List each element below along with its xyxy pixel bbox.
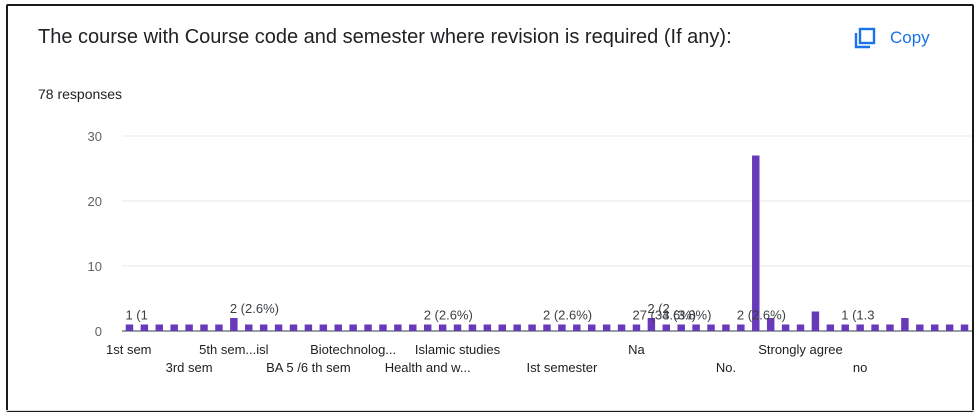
category-label: BA 5 /6 th sem [266, 360, 351, 375]
bar [781, 324, 790, 331]
category-label: Ist semester [527, 360, 598, 375]
data-label: 2 (2.6%) [737, 308, 786, 323]
y-tick-label: 30 [88, 129, 102, 144]
bar [364, 324, 372, 331]
bar [588, 324, 596, 331]
bar [245, 324, 253, 331]
bar [453, 324, 462, 331]
bar [543, 324, 551, 331]
category-label: no [853, 360, 867, 375]
bar [230, 318, 238, 331]
data-label: 1 (1.3 [841, 308, 874, 323]
category-label: Health and w... [385, 360, 471, 375]
bar [528, 324, 536, 331]
bar [483, 324, 492, 331]
divider [6, 410, 974, 411]
bar [349, 324, 357, 331]
category-label: 3rd sem [166, 360, 213, 375]
bar [752, 155, 760, 331]
bar [513, 324, 521, 331]
bar [707, 324, 715, 331]
bar [259, 324, 268, 331]
bar [617, 324, 626, 331]
bar [140, 324, 149, 331]
bar [319, 324, 328, 331]
category-label: Strongly agree [758, 342, 843, 357]
bar [334, 324, 342, 331]
bar [409, 324, 417, 331]
data-label: 27 (34.6%) [632, 308, 696, 323]
data-label: 3 (3.8%) [662, 308, 711, 323]
bar [394, 324, 402, 331]
bar [901, 318, 909, 331]
question-card: The course with Course code and semester… [6, 4, 974, 412]
data-label: 2 (2 [647, 301, 669, 316]
category-label: Na [628, 342, 645, 357]
bar [155, 324, 164, 331]
bar [826, 324, 835, 331]
bar [423, 324, 432, 331]
bar [737, 324, 745, 331]
bar [766, 318, 775, 331]
bar [215, 324, 223, 331]
bar [468, 324, 477, 331]
bar [856, 324, 864, 331]
bar [796, 324, 805, 331]
y-tick-label: 0 [95, 324, 102, 339]
data-label: 2 (2.6%) [230, 301, 279, 316]
bar [438, 324, 447, 331]
bar [886, 324, 894, 331]
bar [916, 324, 924, 331]
bar [200, 324, 208, 331]
bar [811, 311, 820, 331]
bar [677, 324, 685, 331]
y-tick-label: 20 [88, 194, 102, 209]
bar-chart: 0 10 20 30 1 (1 2 (2.6%) 2 (2.6%) 2 (2.6%) 27 (3… [88, 129, 972, 375]
bar [692, 324, 700, 331]
category-label: Islamic studies [415, 342, 501, 357]
bar [960, 324, 969, 331]
copy-button[interactable]: Copy [854, 24, 930, 52]
bar [289, 324, 298, 331]
bar [498, 324, 506, 331]
y-tick-label: 10 [88, 259, 102, 274]
data-label: 2 (2.6%) [543, 308, 592, 323]
category-label: No. [716, 360, 736, 375]
bar [930, 324, 939, 331]
bar [170, 324, 178, 331]
bar [558, 324, 566, 331]
bar [573, 324, 581, 331]
category-label: Biotechnolog... [310, 342, 396, 357]
bar [304, 324, 313, 331]
response-count: 78 responses [38, 86, 123, 102]
data-label: 1 (1 [125, 308, 147, 323]
category-label: 5th sem...isl [199, 342, 268, 357]
data-label: 2 (2.6%) [424, 308, 473, 323]
bar [379, 324, 387, 331]
category-label: 1st sem [106, 342, 152, 357]
bar [722, 324, 730, 331]
bar [185, 324, 193, 331]
bar [125, 324, 134, 331]
bar [945, 324, 954, 331]
bar [841, 324, 849, 331]
bar [871, 324, 879, 331]
copy-label: Copy [890, 28, 930, 47]
bar [647, 318, 656, 331]
bar [632, 324, 641, 331]
question-title: The course with Course code and semester… [38, 26, 732, 48]
bar [274, 324, 283, 331]
bar [662, 324, 671, 331]
bar [602, 324, 611, 331]
copy-icon [854, 27, 876, 49]
